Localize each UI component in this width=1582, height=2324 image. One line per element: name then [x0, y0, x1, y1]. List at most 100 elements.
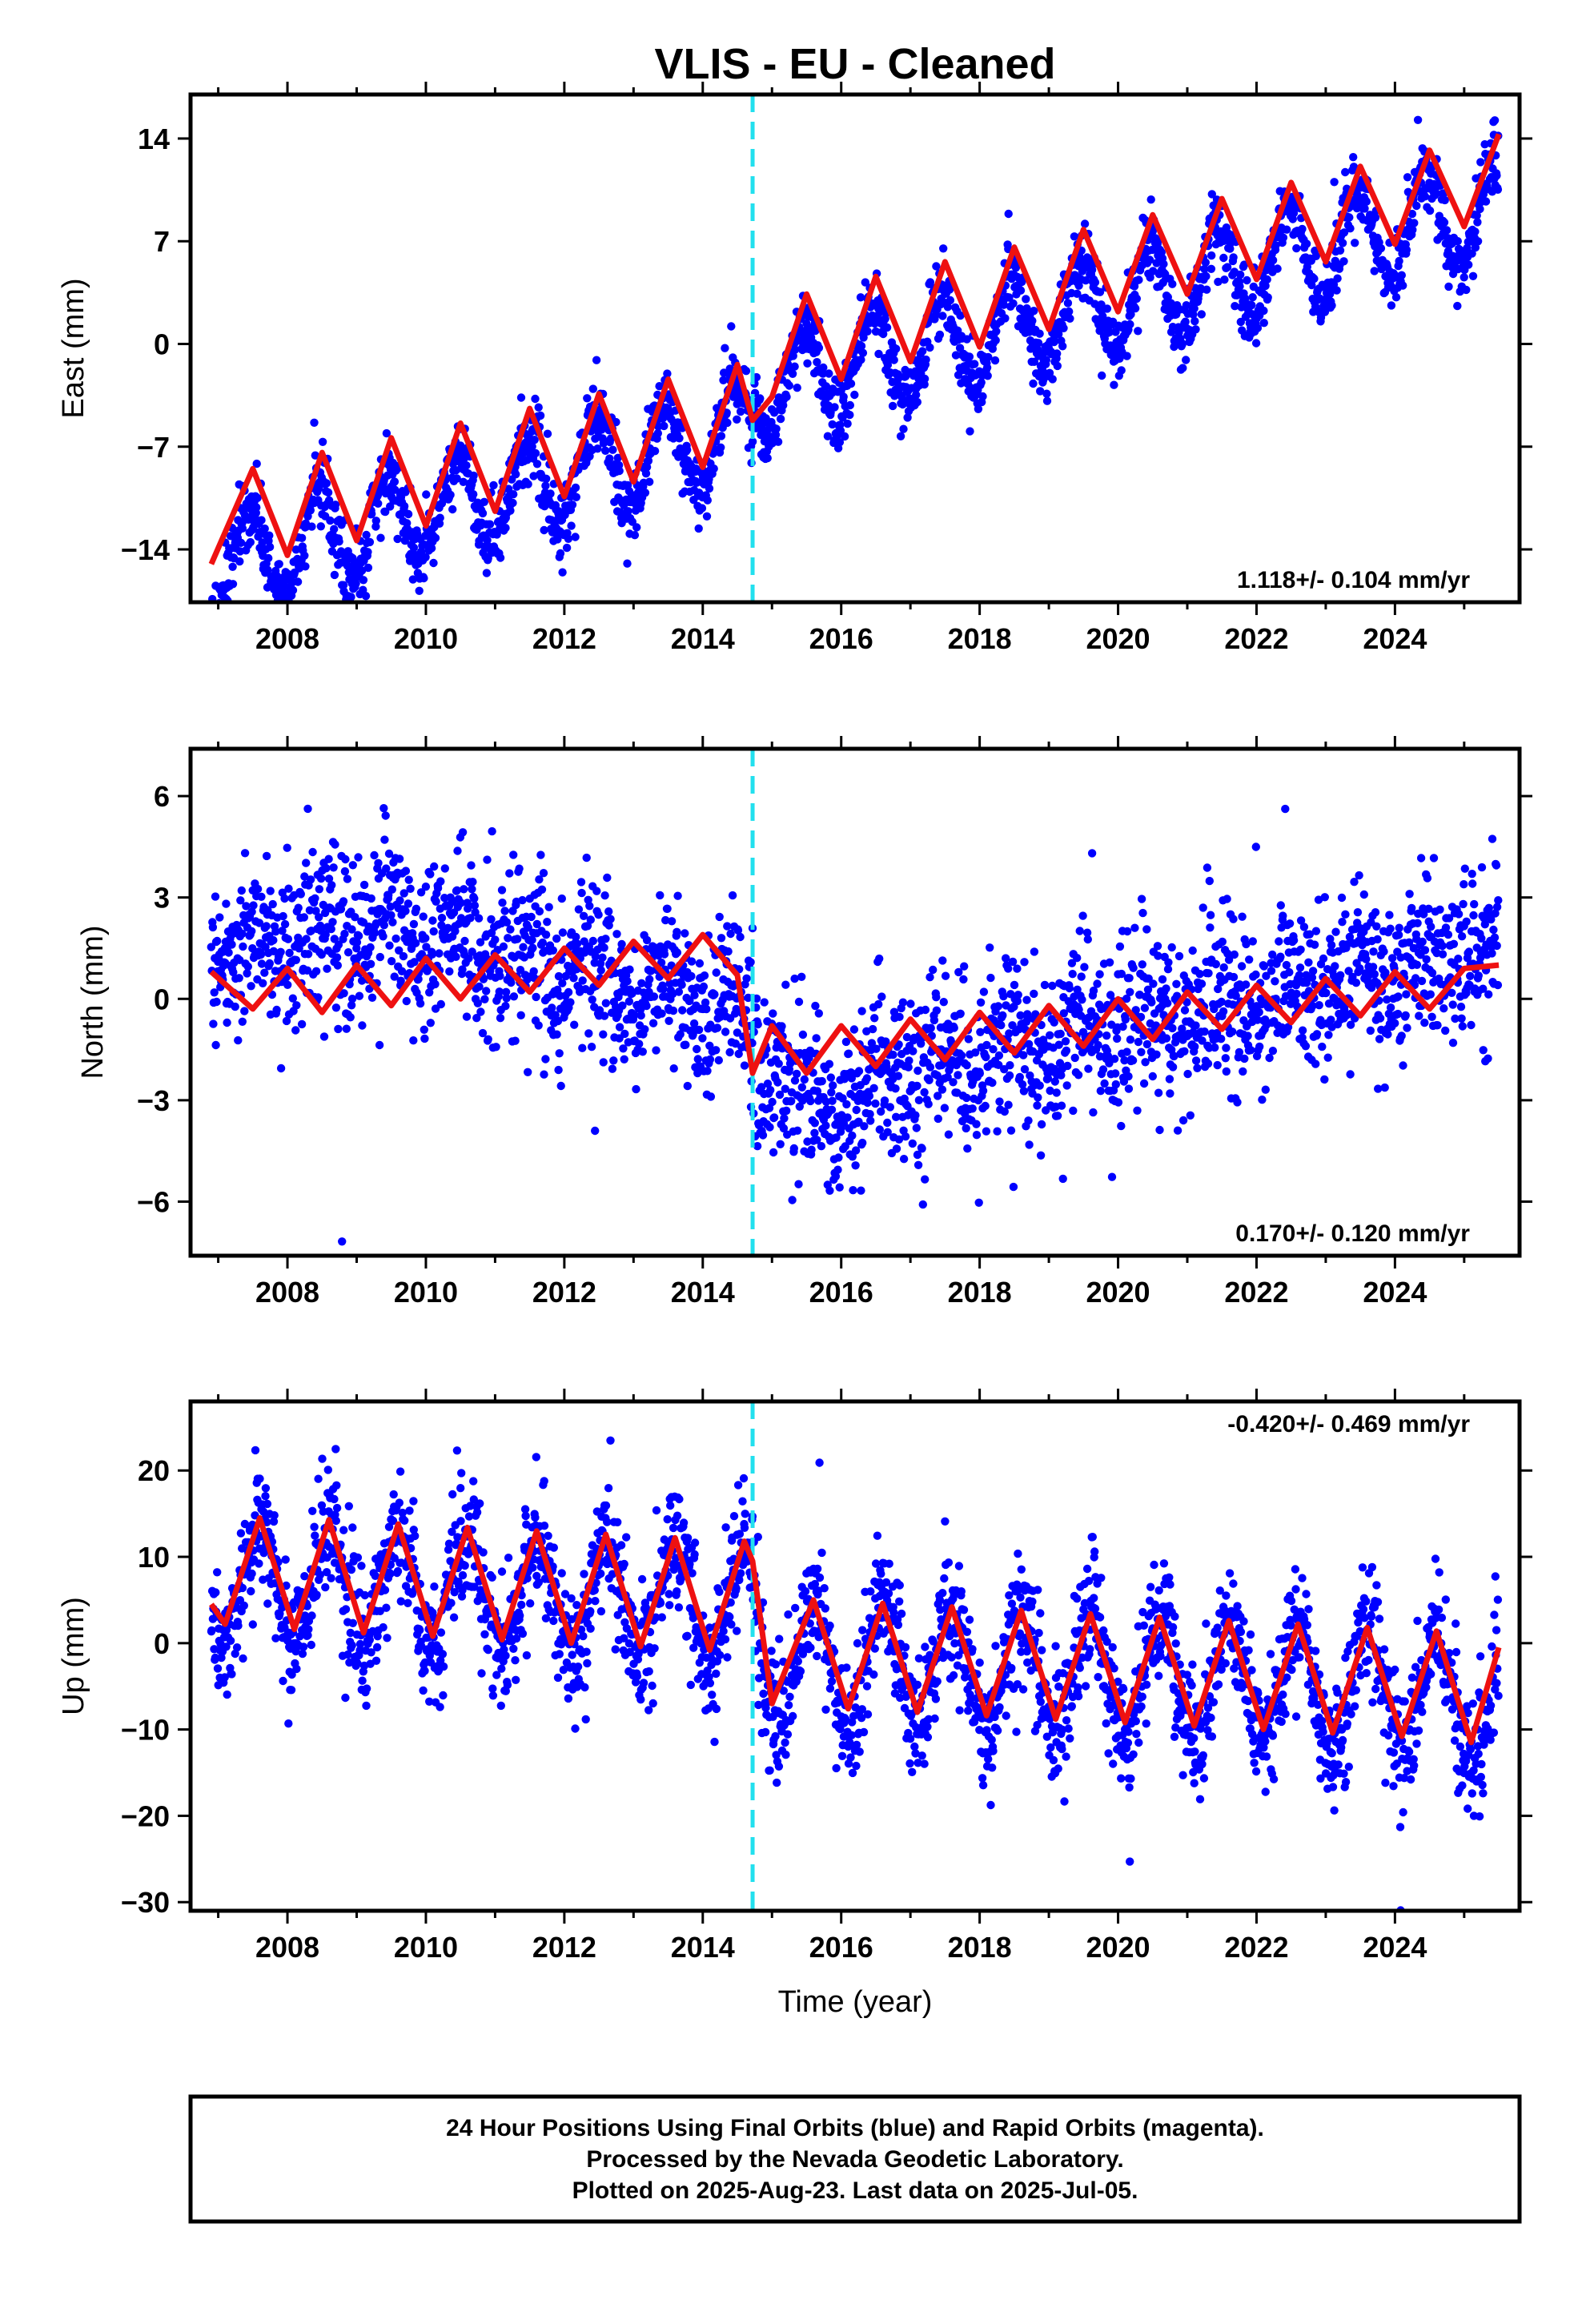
position-point [956, 311, 965, 320]
position-point [420, 1025, 428, 1035]
position-point [851, 1146, 861, 1155]
position-point [485, 520, 495, 529]
position-point [845, 400, 855, 410]
position-point [458, 965, 467, 974]
position-point [1305, 930, 1315, 939]
position-point [926, 278, 935, 287]
position-point [1111, 1080, 1121, 1089]
position-point [787, 1096, 796, 1106]
position-point [991, 336, 1000, 345]
position-point [619, 1044, 628, 1053]
position-point [701, 998, 710, 1007]
position-point [681, 929, 689, 938]
position-point [1100, 1079, 1109, 1088]
position-point [288, 585, 298, 595]
position-point [681, 1040, 690, 1049]
position-point [303, 950, 313, 959]
position-point [306, 506, 315, 515]
position-point [291, 1026, 300, 1035]
position-point [1206, 923, 1215, 932]
position-point [330, 570, 339, 580]
position-point [1263, 275, 1271, 284]
position-point [421, 883, 431, 891]
position-point [236, 896, 245, 905]
position-point [994, 1051, 1004, 1060]
position-point [1069, 1106, 1078, 1116]
position-point [396, 976, 405, 985]
position-point [1203, 1059, 1213, 1068]
position-point [733, 415, 741, 424]
position-point [1221, 1054, 1231, 1063]
position-point [826, 1073, 836, 1082]
position-point [687, 971, 696, 981]
position-point [591, 952, 600, 961]
position-point [640, 489, 650, 497]
position-point [793, 1126, 802, 1136]
position-point [725, 1047, 734, 1057]
position-point [1111, 1069, 1120, 1078]
position-point [1410, 219, 1419, 227]
position-point [1233, 1098, 1242, 1107]
position-point [515, 864, 524, 873]
position-point [1137, 1047, 1146, 1057]
position-point [715, 912, 724, 922]
position-point [960, 962, 969, 971]
position-point [857, 1007, 866, 1015]
position-point [1267, 967, 1276, 975]
position-point [474, 914, 484, 923]
position-point [596, 966, 605, 975]
position-point [713, 1352, 721, 1360]
position-point [1493, 185, 1503, 194]
position-point [1229, 972, 1239, 982]
position-point [1082, 928, 1092, 937]
position-point [877, 992, 886, 1001]
position-point [440, 894, 449, 903]
position-point [813, 1136, 821, 1144]
position-point [1050, 1077, 1060, 1086]
position-point [1191, 1056, 1201, 1065]
position-point [1025, 1140, 1034, 1149]
position-point [327, 881, 336, 890]
position-point [977, 378, 986, 387]
position-point [669, 1064, 678, 1073]
position-point [253, 493, 262, 502]
position-point [262, 851, 271, 861]
position-point [984, 352, 993, 362]
position-point [1395, 256, 1403, 266]
position-point [1238, 912, 1247, 921]
position-point [1240, 1054, 1249, 1063]
position-point [470, 894, 479, 903]
position-point [247, 907, 256, 916]
position-point [412, 904, 421, 914]
position-point [896, 432, 905, 440]
position-point [794, 997, 804, 1007]
position-point [409, 1036, 418, 1045]
position-point [497, 886, 507, 895]
position-point [1015, 1072, 1025, 1082]
position-point [347, 995, 357, 1003]
position-point [806, 1096, 815, 1106]
position-point [543, 918, 552, 927]
position-point [322, 479, 331, 488]
position-point [1349, 163, 1359, 171]
position-point [519, 943, 528, 951]
position-point [317, 950, 326, 959]
position-point [964, 1035, 974, 1043]
position-point [1261, 1085, 1271, 1094]
position-point [354, 931, 363, 940]
position-point [593, 444, 602, 453]
position-point [950, 1023, 958, 1032]
position-point [414, 975, 423, 983]
position-point [1239, 1067, 1247, 1076]
position-point [315, 885, 323, 894]
position-point [753, 1019, 762, 1029]
position-point [501, 987, 511, 997]
position-point [888, 401, 897, 411]
position-point [1200, 1027, 1209, 1036]
position-point [1323, 1053, 1332, 1062]
position-point [323, 488, 333, 497]
position-point [891, 1084, 900, 1093]
position-point [416, 888, 426, 897]
position-point [1235, 1047, 1244, 1057]
position-point [768, 1097, 777, 1107]
